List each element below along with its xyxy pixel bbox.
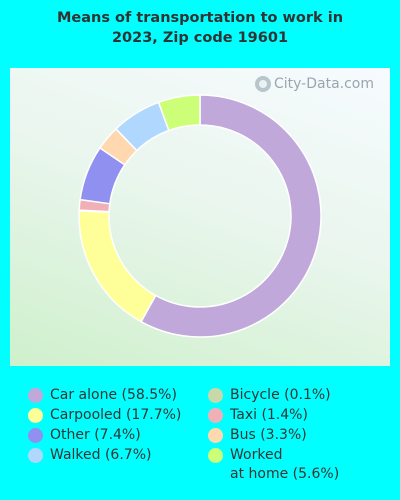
legend-swatch (28, 388, 43, 403)
donut-slice-0 (140, 94, 322, 338)
legend-label-line-2: at home (5.6%) (230, 466, 340, 482)
chart-title-line-1: Means of transportation to work in (56, 10, 344, 26)
legend-item: Car alone (58.5%) (28, 386, 181, 405)
legend-item: Carpooled (17.7%) (28, 406, 181, 425)
chart-title-line-2: 2023, Zip code 19601 (111, 30, 289, 46)
legend-swatch (208, 408, 223, 423)
legend-item: Worked at home (5.6%) (208, 446, 339, 484)
donut-slice-7 (157, 94, 201, 132)
watermark: City-Data.com (254, 76, 374, 92)
legend-swatch (208, 428, 223, 443)
legend-label: Car alone (58.5%) (50, 387, 177, 403)
legend-label: Bicycle (0.1%) (230, 387, 331, 403)
legend-label: Other (7.4%) (50, 427, 141, 443)
legend-label: Taxi (1.4%) (230, 407, 308, 423)
legend-item: Bus (3.3%) (208, 426, 339, 445)
legend-label: Bus (3.3%) (230, 427, 307, 443)
legend-item: Walked (6.7%) (28, 446, 181, 465)
legend-item: Bicycle (0.1%) (208, 386, 339, 405)
legend-column-right: Bicycle (0.1%) Taxi (1.4%) Bus (3.3%) Worke… (208, 386, 339, 485)
legend-label: Worked at home (5.6%) (230, 446, 339, 484)
legend-label: Carpooled (17.7%) (50, 407, 182, 423)
legend-swatch (28, 448, 43, 463)
legend: Car alone (58.5%) Carpooled (17.7%) Other … (28, 386, 388, 496)
donut-chart (78, 94, 322, 338)
chart-title: Means of transportation to work in 2023,… (0, 8, 400, 48)
legend-label: Walked (6.7%) (50, 447, 152, 463)
legend-item: Other (7.4%) (28, 426, 181, 445)
watermark-text: City-Data.com (273, 76, 374, 92)
magnifier-icon (254, 76, 271, 92)
plot-area: City-Data.com (10, 68, 390, 366)
legend-swatch (28, 428, 43, 443)
legend-column-left: Car alone (58.5%) Carpooled (17.7%) Other … (28, 386, 181, 466)
legend-label-line-1: Worked (230, 447, 283, 463)
legend-swatch (208, 448, 223, 463)
donut-slice-1 (78, 210, 157, 323)
legend-item: Taxi (1.4%) (208, 406, 339, 425)
legend-swatch (28, 408, 43, 423)
legend-swatch (208, 388, 223, 403)
